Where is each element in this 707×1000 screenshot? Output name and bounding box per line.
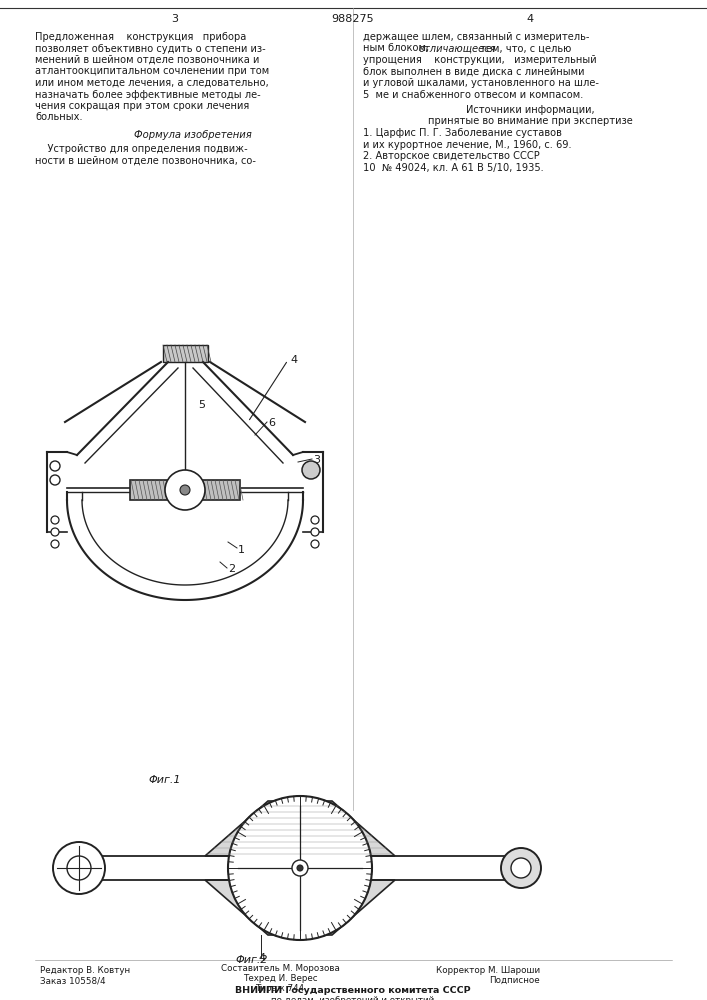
Text: 2: 2 (228, 564, 235, 574)
Text: принятые во внимание при экспертизе: принятые во внимание при экспертизе (428, 116, 632, 126)
Circle shape (51, 528, 59, 536)
Text: назначать более эффективные методы ле-: назначать более эффективные методы ле- (35, 90, 261, 100)
Circle shape (50, 475, 60, 485)
Circle shape (511, 858, 531, 878)
Circle shape (501, 848, 541, 888)
Text: Корректор М. Шароши: Корректор М. Шароши (436, 966, 540, 975)
Text: 4: 4 (527, 14, 534, 24)
Circle shape (51, 516, 59, 524)
Text: по делам  изобретений и открытий: по делам изобретений и открытий (271, 996, 435, 1000)
Bar (130, 480, 240, 500)
Circle shape (67, 856, 91, 880)
Text: и угловой шкалами, установленного на шле-: и угловой шкалами, установленного на шле… (363, 78, 599, 88)
Text: 5: 5 (198, 400, 205, 410)
Text: 3: 3 (172, 14, 178, 24)
Text: 988275: 988275 (332, 14, 374, 24)
Bar (163, 345, 208, 362)
Text: Источники информации,: Источники информации, (466, 105, 595, 115)
Polygon shape (205, 880, 395, 935)
Text: 1: 1 (238, 545, 245, 555)
Polygon shape (205, 801, 395, 856)
Text: Предложенная    конструкция   прибора: Предложенная конструкция прибора (35, 32, 246, 42)
Text: Редактор В. Ковтун: Редактор В. Ковтун (40, 966, 130, 975)
Circle shape (51, 540, 59, 548)
Circle shape (228, 796, 372, 940)
Circle shape (53, 842, 105, 894)
Polygon shape (178, 474, 192, 496)
Text: держащее шлем, связанный с измеритель-: держащее шлем, связанный с измеритель- (363, 32, 590, 42)
Text: Φиг.2: Φиг.2 (235, 955, 267, 965)
Text: Составитель М. Морозова: Составитель М. Морозова (221, 964, 339, 973)
Text: Формула изобретения: Формула изобретения (134, 130, 252, 140)
Text: 4: 4 (258, 953, 265, 963)
Text: ВНИИПИ Государственного комитета СССР: ВНИИПИ Государственного комитета СССР (235, 986, 471, 995)
Text: ным блоком,: ным блоком, (363, 43, 432, 53)
Circle shape (292, 860, 308, 876)
Text: 2. Авторское свидетельство СССР: 2. Авторское свидетельство СССР (363, 151, 539, 161)
Text: и их курортное лечение, М., 1960, с. 69.: и их курортное лечение, М., 1960, с. 69. (363, 139, 572, 149)
Circle shape (302, 461, 320, 479)
Text: 4: 4 (290, 355, 297, 365)
Text: отличающееся: отличающееся (419, 43, 496, 53)
Text: тем, что, с целью: тем, что, с целью (477, 43, 571, 53)
Text: чения сокращая при этом сроки лечения: чения сокращая при этом сроки лечения (35, 101, 250, 111)
Text: 6: 6 (268, 418, 275, 428)
Circle shape (165, 470, 205, 510)
Text: Φиг.1: Φиг.1 (148, 775, 180, 785)
Text: 1. Царфис П. Г. Заболевание суставов: 1. Царфис П. Г. Заболевание суставов (363, 128, 562, 138)
Circle shape (50, 461, 60, 471)
Circle shape (311, 516, 319, 524)
Circle shape (311, 528, 319, 536)
Text: 10  № 49024, кл. А 61 В 5/10, 1935.: 10 № 49024, кл. А 61 В 5/10, 1935. (363, 162, 544, 172)
Text: ности в шейном отделе позвоночника, со-: ности в шейном отделе позвоночника, со- (35, 155, 256, 165)
Text: менений в шейном отделе позвоночника и: менений в шейном отделе позвоночника и (35, 55, 259, 65)
Text: упрощения    конструкции,   измерительный: упрощения конструкции, измерительный (363, 55, 597, 65)
Text: Тираж 744: Тираж 744 (255, 984, 305, 993)
Text: Техред И. Верес: Техред И. Верес (243, 974, 317, 983)
Text: позволяет объективно судить о степени из-: позволяет объективно судить о степени из… (35, 43, 266, 53)
Circle shape (311, 540, 319, 548)
Text: Заказ 10558/4: Заказ 10558/4 (40, 976, 105, 985)
Text: блок выполнен в виде диска с линейными: блок выполнен в виде диска с линейными (363, 66, 585, 77)
Circle shape (180, 485, 190, 495)
Text: 5  ме и снабженного отвесом и компасом.: 5 ме и снабженного отвесом и компасом. (363, 90, 583, 100)
Circle shape (297, 865, 303, 871)
Text: атлантоокципитальном сочленении при том: атлантоокципитальном сочленении при том (35, 66, 269, 77)
Text: Устройство для определения подвиж-: Устройство для определения подвиж- (35, 144, 247, 154)
Text: 3: 3 (313, 455, 320, 465)
Text: больных.: больных. (35, 112, 83, 122)
Text: Подписное: Подписное (489, 976, 540, 985)
Text: или ином методе лечения, а следовательно,: или ином методе лечения, а следовательно… (35, 78, 269, 88)
